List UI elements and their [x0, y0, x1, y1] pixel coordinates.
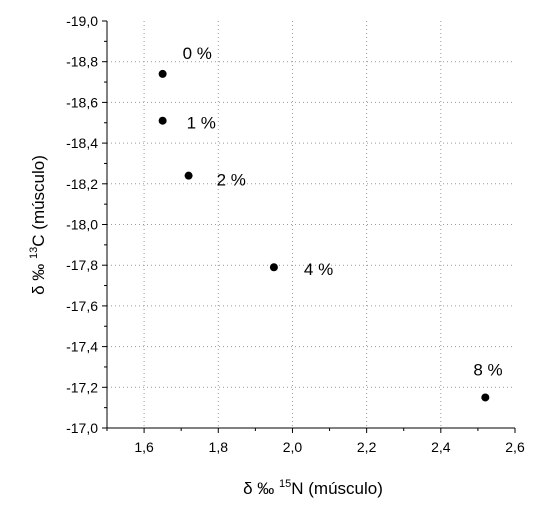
point-label: 8 %: [473, 360, 502, 379]
y-tick-label: -18,2: [66, 176, 98, 192]
data-point: [158, 116, 167, 125]
x-tick-label: 2,2: [357, 439, 377, 455]
x-axis-title: δ ‰ 15N (músculo): [243, 478, 383, 498]
x-tick-label: 2,0: [283, 439, 303, 455]
x-tick-label: 1,8: [209, 439, 229, 455]
y-tick-label: -17,0: [66, 420, 98, 436]
data-point: [481, 393, 490, 402]
y-tick-label: -18,8: [66, 54, 98, 70]
y-tick-label: -17,4: [66, 339, 98, 355]
y-tick-label: -17,6: [66, 298, 98, 314]
x-tick-label: 2,6: [505, 439, 525, 455]
y-axis-title: δ ‰ 13C (músculo): [28, 155, 48, 295]
point-label: 1 %: [187, 114, 216, 133]
data-point: [158, 69, 167, 78]
point-labels: 0 % 1 % 2 % 4 % 8 %: [183, 44, 503, 380]
tick-labels: 1,6 1,8 2,0 2,2 2,4 2,6 -19,0 -18,8 -18,6 -18,4 -1…: [66, 13, 525, 455]
y-tick-label: -19,0: [66, 13, 98, 29]
y-tick-label: -18,4: [66, 135, 98, 151]
data-points: [158, 69, 490, 402]
y-tick-label: -17,2: [66, 379, 98, 395]
y-tick-label: -18,0: [66, 217, 98, 233]
point-label: 0 %: [183, 44, 212, 63]
point-label: 2 %: [217, 171, 246, 190]
x-tick-label: 1,6: [134, 439, 154, 455]
grid: [107, 21, 515, 428]
x-tick-label: 2,4: [431, 439, 451, 455]
point-label: 4 %: [304, 260, 333, 279]
data-point: [184, 171, 193, 180]
y-tick-label: -17,8: [66, 257, 98, 273]
data-point: [269, 263, 278, 272]
y-tick-label: -18,6: [66, 94, 98, 110]
axes: [102, 20, 516, 433]
